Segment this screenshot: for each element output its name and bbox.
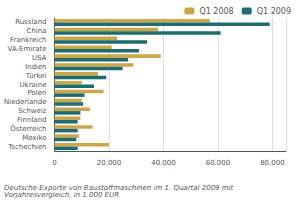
svg-text:80.000: 80.000 [260,159,285,167]
svg-text:Finnland: Finnland [17,116,46,124]
svg-text:Österreich: Österreich [10,124,46,133]
svg-text:VA-Emirate: VA-Emirate [8,45,47,53]
svg-text:Indien: Indien [25,63,47,71]
svg-text:Deutsche Exporte von Baustoffm: Deutsche Exporte von Baustoffmaschinen i… [4,183,236,192]
svg-text:Türkei: Türkei [25,72,47,80]
svg-text:Q1 2008: Q1 2008 [199,7,233,16]
svg-text:Russland: Russland [15,18,46,26]
svg-text:Frankreich: Frankreich [10,36,46,44]
svg-text:40.000: 40.000 [151,159,176,167]
svg-text:Ukraine: Ukraine [19,81,46,89]
svg-text:Tschechien: Tschechien [7,143,46,151]
svg-text:Vorjahresvergleich, in 1.000 E: Vorjahresvergleich, in 1.000 EUR [4,191,119,199]
svg-text:USA: USA [32,54,47,62]
svg-text:Niederlande: Niederlande [4,98,47,106]
svg-text:China: China [27,27,47,35]
svg-text:Mexiko: Mexiko [22,134,46,142]
svg-text:0: 0 [52,159,56,167]
svg-text:Polen: Polen [28,89,47,97]
svg-text:20.000: 20.000 [97,159,122,167]
svg-text:60.000: 60.000 [206,159,231,167]
svg-text:Q1 2009: Q1 2009 [257,7,291,16]
svg-text:Schweiz: Schweiz [18,107,47,115]
